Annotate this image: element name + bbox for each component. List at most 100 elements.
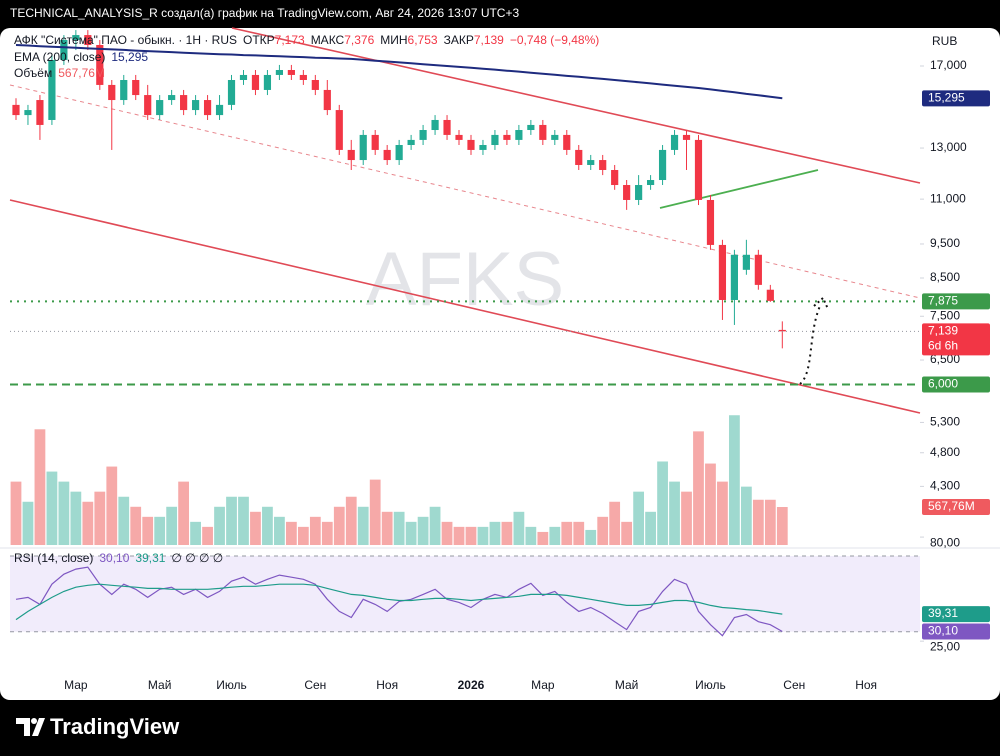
candle-body [36,100,44,125]
logo-dot [31,718,37,724]
volume-bar [94,491,106,545]
volume-bar [262,506,273,545]
volume-bar [34,429,46,545]
arrow-head [813,296,829,310]
legend-rsi: RSI (14, close) 30,10 39,31 ∅ ∅ ∅ ∅ [14,551,223,565]
volume-bar [752,499,764,545]
legend-key: МИН [380,33,407,47]
volume-bar [154,516,166,545]
volume-bar [621,521,633,545]
volume-bar [669,481,680,545]
volume-bar [274,516,285,545]
trend-line-green [659,169,819,209]
candle-body [730,254,738,300]
candle-body [647,180,655,186]
candle-body [371,134,379,150]
x-tick-label: Ноя [855,678,877,692]
y-tick-label: 8,500 [930,270,960,284]
volume-bar [381,511,393,545]
x-tick-label: Ноя [376,678,398,692]
candle-body [515,130,523,140]
candle-body [599,160,607,170]
volume-bar [561,521,573,545]
candle-body [443,119,451,135]
volume-bar [465,526,477,545]
candle-body [275,69,283,75]
candle-body [84,35,92,45]
candle-body [132,79,140,96]
layer-front [10,30,920,637]
volume-bar [633,491,645,545]
candle-body [144,95,152,116]
x-tick-label: Сен [304,678,326,692]
y-tick-label: 4,300 [930,479,960,493]
candle-body [120,79,128,101]
x-tick-label: Мар [64,678,88,692]
candle-body [335,110,343,150]
candle-body [299,74,307,80]
legend-ema: EMA (200, close) 15,295 [14,50,148,64]
candle-body [527,124,535,131]
ema-value: 15,295 [111,50,148,64]
legend-key: ОТКР [243,33,275,47]
volume-bar [22,501,34,545]
level-label-box [922,376,990,393]
volume-bar [429,506,441,545]
volume-bar [441,521,453,545]
volume-bar [190,521,201,545]
candle-body [575,149,583,165]
candle-body [778,329,786,332]
volume-bar [453,526,465,545]
volume-bar [70,491,82,545]
volume-bar [130,506,142,545]
level-label-box [922,293,990,310]
candle-body [706,199,715,245]
rsi-pane-bg [10,556,920,632]
candle-body [192,100,200,111]
currency: RUB [932,34,957,48]
rsi-line [15,583,783,621]
rsi-label-text: 39,31 [928,606,958,620]
volume-bar [82,501,94,545]
volume-bar [58,481,70,545]
x-tick-label: Май [148,678,172,692]
volume-bar [226,496,237,545]
volume-bar [357,506,369,545]
candle-body [563,134,571,150]
candle-body [682,134,691,140]
candle-body [168,95,176,101]
candle-body [623,185,631,200]
x-tick-label: Июль [216,678,247,692]
candle-body [694,139,703,200]
rsi-extra: ∅ ∅ ∅ ∅ [171,551,223,565]
volume-bar [321,521,333,545]
candle-body [670,134,679,150]
volume-bar [393,511,405,545]
volume-bar [740,486,752,545]
volume-bar [118,496,130,545]
logo-shape [32,718,45,736]
volume-bar [477,526,489,545]
candle-body [766,289,774,301]
volume-bar [202,526,213,545]
y-tick-label: 4,800 [930,445,960,459]
volume-bar [585,529,597,545]
candle-body [203,100,212,116]
volume-bar [405,521,417,545]
layer-back [10,415,920,633]
volume-bar [729,415,740,545]
volume-value: 567,76M [58,66,105,80]
volume-bar [285,521,297,545]
volume-bar [597,516,609,545]
x-tick-label: Май [615,678,639,692]
volume-bar [525,526,537,545]
rsi-tick-label: 80,00 [930,535,960,549]
candle-body [24,110,32,116]
volume-bar [46,471,58,545]
candle-body [383,149,391,161]
rsi-ma-value: 39,31 [135,551,165,565]
level-label-text: 6,000 [928,377,958,391]
ema-name: EMA (200, close) [14,50,105,64]
volume-bar [10,481,22,545]
